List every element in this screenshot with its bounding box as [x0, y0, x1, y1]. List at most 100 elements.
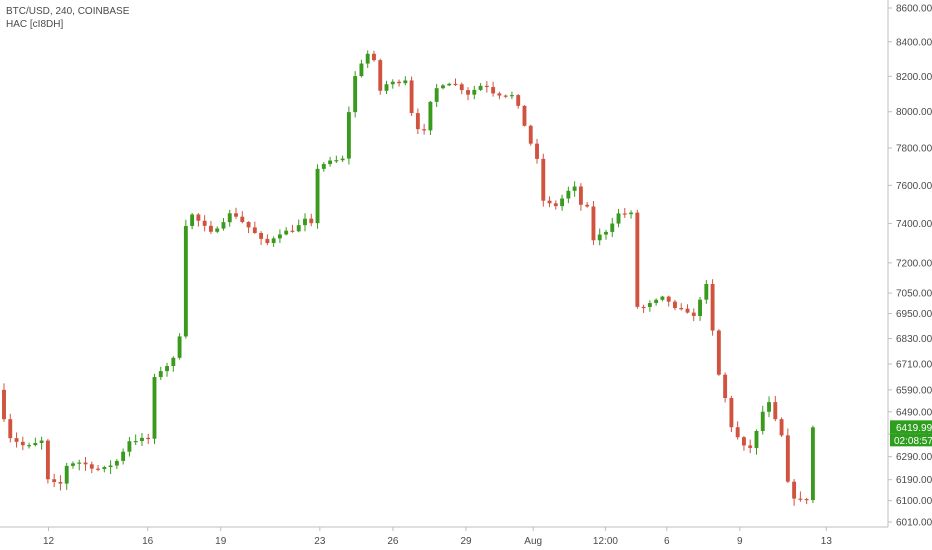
candle-body [171, 357, 176, 367]
candle-body [315, 168, 320, 224]
candle-body [246, 221, 251, 228]
candle-body [723, 374, 728, 399]
candle-body [309, 218, 314, 224]
candle-body [252, 227, 257, 233]
candle-body [240, 216, 245, 222]
candle-body [698, 299, 702, 316]
time-axis[interactable]: 12 16 19 23 26 29 Aug 12:00 6 9 13 [0, 526, 888, 547]
candle [77, 459, 82, 471]
price-tick-label: 7050.00 [896, 289, 932, 300]
candle-body [96, 468, 101, 470]
candle [716, 329, 721, 376]
candle [773, 395, 778, 422]
time-tick-label: Aug [524, 536, 542, 547]
candle [45, 438, 50, 484]
candle-body [535, 143, 539, 159]
candle-body [447, 83, 452, 86]
candle-body [591, 206, 596, 241]
time-tick-label: 26 [387, 536, 399, 547]
candle [560, 194, 565, 211]
candle [604, 229, 608, 240]
candle [52, 473, 57, 488]
price-axis[interactable]: 8600.00 8400.00 8200.00 8000.00 7800.00 7600.… [887, 0, 932, 529]
candle-body [685, 308, 690, 313]
price-tick-label: 6950.00 [896, 309, 932, 320]
candle-body [277, 234, 282, 239]
price-tick-label: 6830.00 [896, 334, 932, 345]
candle-body [654, 299, 659, 304]
candle-body [560, 198, 565, 207]
candle-body [622, 213, 627, 215]
time-tick-label: 9 [737, 536, 743, 547]
candle-body [553, 203, 558, 207]
time-tick-label: 29 [460, 536, 472, 547]
candle-body [83, 462, 88, 465]
candle-body [353, 76, 358, 113]
candle [284, 227, 289, 236]
candle [741, 435, 746, 451]
candle [666, 295, 671, 307]
candle [296, 219, 301, 233]
candle [804, 497, 809, 505]
candle [33, 437, 38, 447]
candle [654, 298, 659, 306]
candle [447, 82, 452, 87]
candle-body [748, 445, 753, 448]
candle-body [804, 499, 809, 501]
candle-body [403, 80, 408, 84]
candle [127, 436, 132, 457]
candle-body [679, 308, 684, 310]
candle [478, 83, 483, 91]
candle [290, 224, 295, 233]
candle-body [798, 498, 803, 500]
candle [108, 460, 113, 474]
time-tick-label: 13 [821, 536, 833, 547]
candle [779, 417, 784, 438]
candle-body [673, 301, 677, 309]
candle-body [760, 411, 765, 431]
candle [610, 217, 615, 238]
candle [798, 491, 803, 502]
candle [221, 218, 226, 231]
candle-body [566, 190, 571, 199]
candle-body [415, 113, 420, 130]
candle [503, 94, 508, 99]
symbol-title[interactable]: BTC/USD, 240, COINBASE [6, 6, 130, 17]
candlestick-series [2, 50, 815, 506]
time-tick-label: 16 [142, 536, 154, 547]
candle [246, 221, 251, 234]
candle [2, 383, 6, 422]
indicator-title[interactable]: HAC [cI8DH] [6, 19, 64, 30]
candle-body [741, 437, 746, 446]
candle [334, 155, 339, 164]
candle-body [735, 427, 740, 438]
candle-body [77, 462, 82, 464]
candle [71, 461, 75, 469]
candle [591, 201, 596, 245]
candle-body [152, 377, 157, 439]
chart-legend[interactable]: BTC/USD, 240, COINBASE HAC [cI8DH] [6, 5, 129, 31]
candle-body [202, 220, 207, 226]
last-price-label: 6419.99 [896, 423, 932, 434]
candle-body [296, 225, 301, 232]
candle [346, 106, 351, 165]
candle [190, 212, 195, 230]
candle [578, 183, 583, 211]
candle [491, 81, 496, 97]
candle [158, 366, 163, 381]
candle [321, 162, 326, 172]
candle [259, 231, 264, 245]
candle-body [359, 63, 364, 77]
candle-body [497, 93, 502, 96]
candle [441, 83, 445, 90]
candle-body [441, 85, 445, 89]
candle [698, 296, 702, 321]
candle-body [516, 95, 521, 106]
candle [691, 308, 696, 322]
candle-body [390, 81, 395, 85]
candle [359, 59, 364, 78]
candle-body [183, 225, 188, 337]
candle-body [484, 85, 489, 88]
candle-body [647, 303, 652, 307]
